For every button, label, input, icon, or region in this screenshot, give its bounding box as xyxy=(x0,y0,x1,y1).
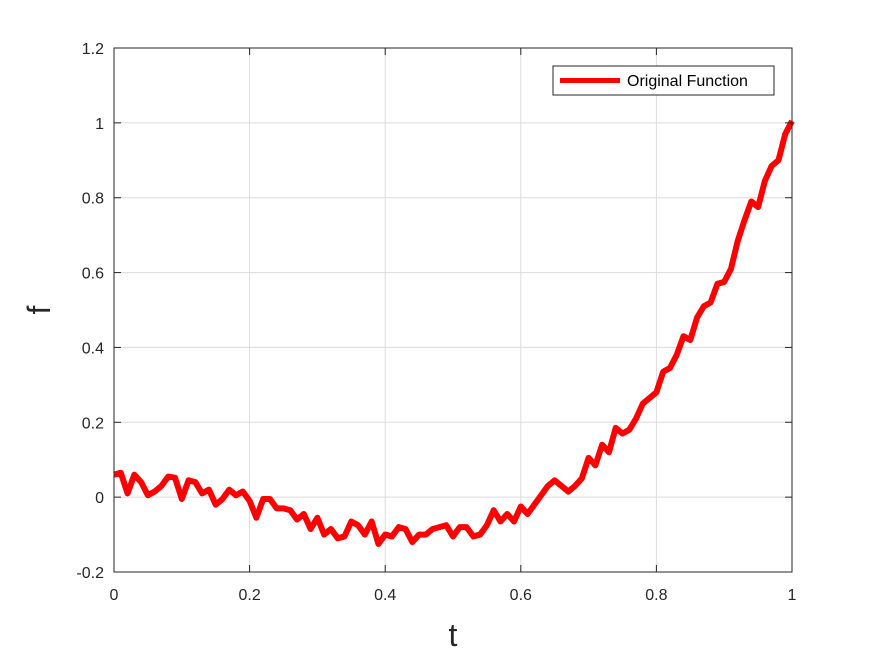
legend: Original Function xyxy=(552,65,775,96)
y-tick-label: 0.2 xyxy=(82,415,104,432)
x-axis-label: t xyxy=(449,617,458,653)
series-layer xyxy=(113,119,795,547)
y-tick-label: 0.6 xyxy=(82,266,104,283)
x-tick-label: 0 xyxy=(110,587,119,604)
x-tick-label: 0.2 xyxy=(238,587,260,604)
y-tick-label: -0.2 xyxy=(76,565,104,582)
x-tick-label: 1 xyxy=(788,587,797,604)
x-tick-label: 0.8 xyxy=(645,587,667,604)
y-tick-label: 0.4 xyxy=(82,340,104,357)
series-line xyxy=(113,119,795,547)
y-tick-label: 1.2 xyxy=(82,41,104,58)
y-tick-label: 0.8 xyxy=(82,191,104,208)
axes-box xyxy=(113,47,793,573)
y-tick-label: 0 xyxy=(95,490,104,507)
legend-entry-label: Original Function xyxy=(627,73,748,90)
plot-area xyxy=(114,48,792,572)
y-tick-label: 1 xyxy=(95,116,104,133)
x-axis-ticks: 0 0.2 0.4 0.6 0.8 1 xyxy=(110,48,797,604)
y-axis-ticks: -0.2 0 0.2 0.4 0.6 0.8 1 1.2 xyxy=(76,41,792,582)
x-tick-label: 0.4 xyxy=(374,587,396,604)
y-axis-label: f xyxy=(21,305,57,314)
x-tick-label: 0.6 xyxy=(510,587,532,604)
